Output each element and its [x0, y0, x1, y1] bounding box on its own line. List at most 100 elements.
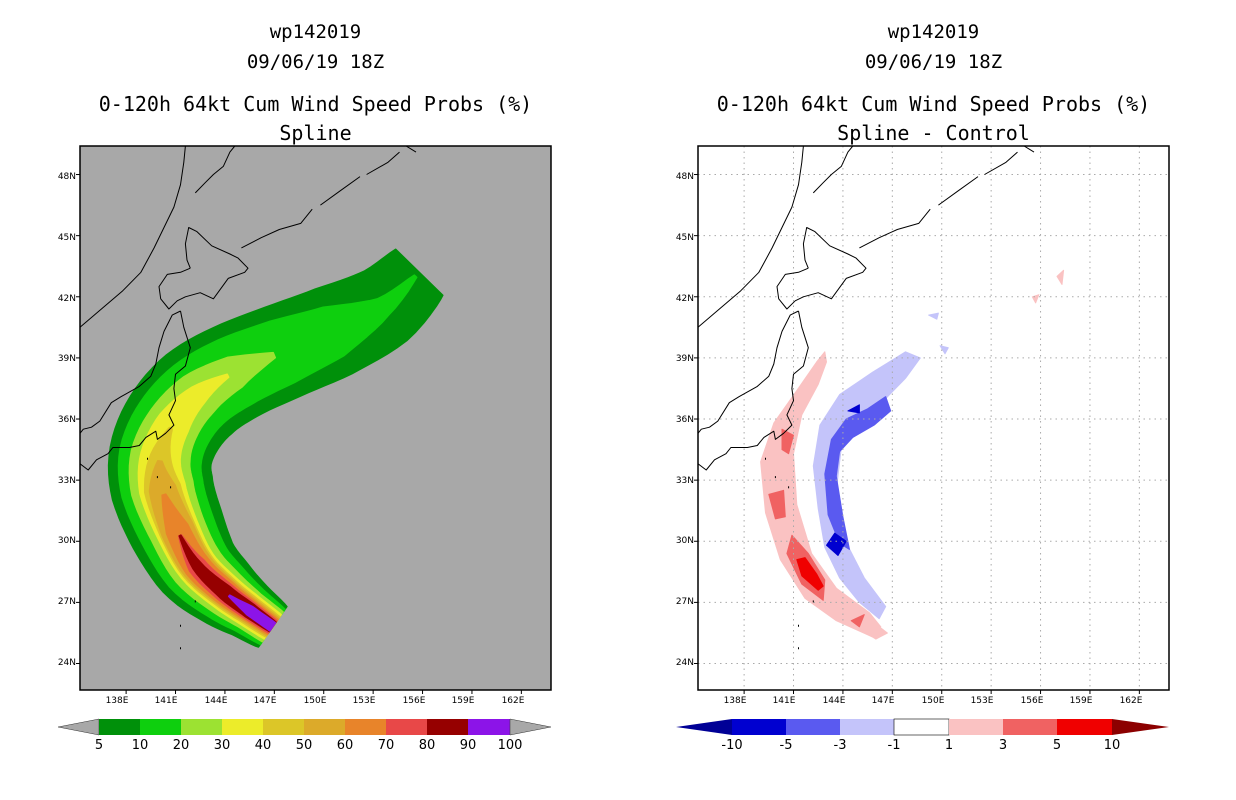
left-title-line-4: Spline	[279, 121, 351, 145]
coastline	[80, 310, 191, 471]
right-xtick-label: 150E	[922, 696, 945, 706]
coastline	[80, 146, 186, 328]
left-ytick-label: 45N	[58, 233, 76, 243]
right-ytick-label: 45N	[676, 233, 694, 243]
coastline	[698, 310, 799, 434]
coastline	[812, 146, 854, 194]
left-colorbar-swatch	[99, 719, 140, 735]
left-ytick-label: 36N	[58, 415, 76, 425]
diff-contour-region	[781, 428, 794, 455]
left-colorbar-label: 90	[460, 738, 477, 753]
left-ytick-label: 27N	[58, 597, 76, 607]
left-xtick-label: 162E	[502, 696, 525, 706]
right-xtick-label: 141E	[773, 696, 796, 706]
left-xtick-label: 144E	[205, 696, 228, 706]
coastline	[194, 146, 236, 194]
right-colorbar-swatch	[1003, 719, 1057, 735]
right-colorbar-label: -5	[780, 738, 793, 753]
left-colorbar-swatch	[427, 719, 468, 735]
right-colorbar-swatch	[949, 719, 1003, 735]
coastline	[405, 146, 417, 153]
right-coastlines	[698, 146, 1035, 650]
right-xtick-label: 159E	[1070, 696, 1093, 706]
diff-contour-region	[862, 622, 888, 640]
right-ytick-label: 48N	[676, 172, 694, 182]
left-colorbar-swatch	[386, 719, 427, 735]
left-colorbar-swatch	[222, 719, 263, 735]
coastline	[698, 310, 809, 471]
left-colorbar-label: 60	[337, 738, 354, 753]
right-xtick-label: 153E	[971, 696, 994, 706]
left-colorbar: 5 10 20 30 40 50 60 70 80 90 100	[57, 718, 552, 753]
left-colorbar-label: 20	[173, 738, 190, 753]
left-panel: wp142019 09/06/19 18Z 0-120h 64kt Cum Wi…	[57, 21, 552, 753]
left-ytick-label: 33N	[58, 476, 76, 486]
right-xtick-label: 144E	[823, 696, 846, 706]
left-xtick-label: 150E	[304, 696, 327, 706]
diff-contour-region	[939, 345, 949, 355]
left-y-ticks: 48N 45N 42N 39N 36N 33N 30N 27N 24N	[58, 172, 76, 668]
diff-contour-region	[796, 557, 824, 591]
left-x-ticks: 138E 141E 144E 147E 150E 153E 156E 159E …	[106, 696, 525, 706]
right-colorbar-swatch	[1057, 719, 1112, 735]
diff-contour-region	[1056, 269, 1065, 285]
left-coastlines	[80, 146, 417, 650]
coastline	[776, 227, 867, 310]
left-probability-field	[107, 248, 444, 648]
left-ytick-label: 24N	[58, 658, 76, 668]
right-title-line-2: 09/06/19 18Z	[865, 51, 1002, 73]
left-ytick-label: 48N	[58, 172, 76, 182]
right-title-line-1: wp142019	[888, 21, 980, 43]
right-colorbar-label: 5	[1053, 738, 1061, 753]
left-colorbar-label: 80	[419, 738, 436, 753]
right-panel: wp142019 09/06/19 18Z 0-120h 64kt Cum Wi…	[676, 21, 1170, 753]
left-xtick-label: 153E	[353, 696, 376, 706]
coastline	[320, 176, 361, 206]
left-colorbar-label: 100	[498, 738, 523, 753]
axis-tick-marks	[694, 174, 1140, 694]
right-colorbar-swatch	[893, 718, 950, 736]
prob-contour-30	[137, 373, 282, 640]
left-xtick-label: 147E	[254, 696, 277, 706]
left-colorbar-label: 5	[95, 738, 103, 753]
right-title-line-4: Spline - Control	[837, 121, 1030, 145]
left-ytick-label: 30N	[58, 536, 76, 546]
right-x-ticks: 138E 141E 144E 147E 150E 153E 156E 159E …	[724, 696, 1143, 706]
diff-contour-region	[768, 489, 786, 520]
right-colorbar: -10 -5 -3 -1 1 3 5 10	[676, 718, 1169, 753]
diff-contour-region	[826, 532, 847, 556]
left-colorbar-label: 10	[132, 738, 149, 753]
left-colorbar-swatch	[140, 719, 181, 735]
left-ytick-label: 39N	[58, 354, 76, 364]
right-colorbar-lower-arrow	[676, 719, 732, 735]
left-colorbar-label: 40	[255, 738, 272, 753]
right-ytick-label: 30N	[676, 536, 694, 546]
right-xtick-label: 147E	[872, 696, 895, 706]
right-ytick-label: 27N	[676, 597, 694, 607]
left-title-line-1: wp142019	[270, 21, 362, 43]
coastline	[859, 208, 931, 249]
diff-contour-region	[847, 404, 860, 414]
right-colorbar-label: -3	[834, 738, 847, 753]
right-colorbar-swatch	[786, 719, 840, 735]
left-colorbar-swatch	[468, 719, 510, 735]
coastline	[984, 151, 1018, 175]
right-colorbar-label: 1	[945, 738, 953, 753]
coastline	[366, 151, 400, 175]
coastline	[241, 208, 313, 249]
right-ytick-label: 24N	[676, 658, 694, 668]
diff-contour-region	[824, 396, 892, 550]
left-xtick-label: 141E	[155, 696, 178, 706]
coastline	[158, 227, 249, 310]
left-xtick-label: 156E	[403, 696, 426, 706]
coastline	[1023, 146, 1035, 153]
left-colorbar-lower-arrow	[57, 718, 100, 736]
left-colorbar-swatch	[345, 719, 386, 735]
diff-contour-region	[850, 614, 865, 628]
right-colorbar-upper-arrow	[1112, 719, 1169, 735]
left-xtick-label: 159E	[452, 696, 475, 706]
right-colorbar-label: -1	[888, 738, 901, 753]
right-grid	[698, 146, 1169, 690]
left-colorbar-label: 30	[214, 738, 231, 753]
